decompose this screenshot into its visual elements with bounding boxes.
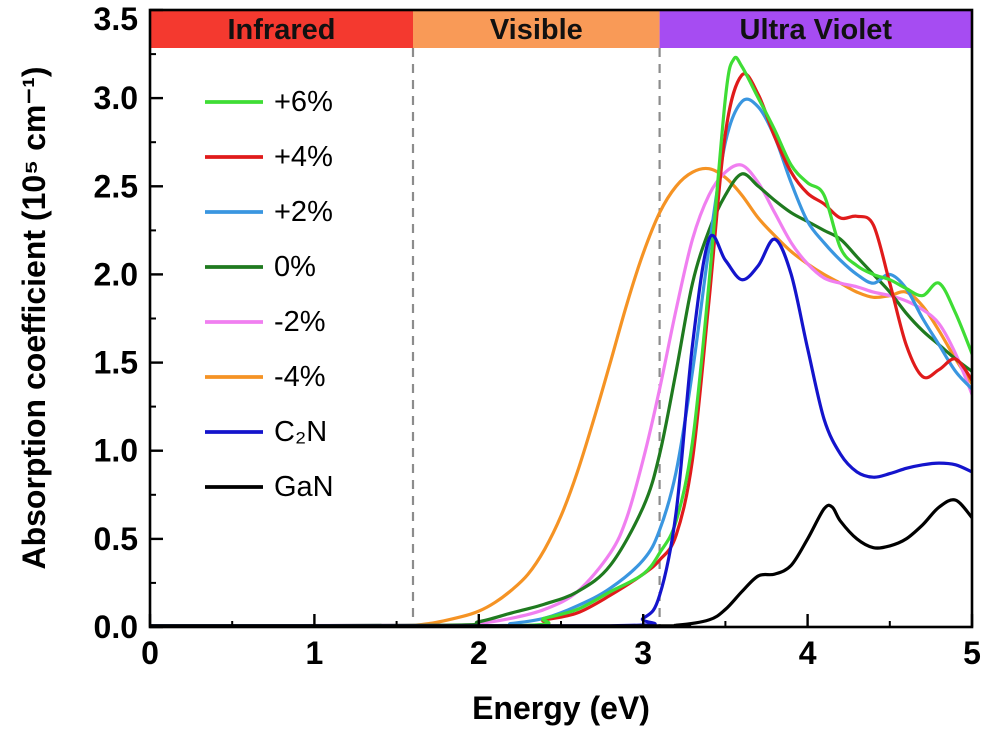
y-axis-ticks: 0.0 0.5 1.0 1.5 2.0 2.5 3.0 3.5 [94,1,163,645]
legend-label-plus4: +4% [274,141,333,173]
band-label-ultra-violet: Ultra Violet [740,14,893,46]
legend-label-c2n: C₂N [274,416,327,448]
x-tick-label: 1 [306,635,324,671]
legend-label-gan: GaN [274,471,334,503]
y-tick-label: 1.5 [94,345,138,381]
legend: +6% +4% +2% 0% -2% -4% C₂N GaN [205,86,334,503]
y-tick-label: 1.0 [94,433,138,469]
y-tick-label: 0.0 [94,609,138,645]
legend-label-plus6: +6% [274,86,333,118]
y-tick-label: 2.5 [94,168,138,204]
x-axis-ticks: 0 1 2 3 4 5 [141,614,981,671]
curve-gan [150,498,972,627]
legend-label-minus2: -2% [274,306,326,338]
band-label-infrared: Infrared [228,14,336,46]
x-tick-label: 3 [634,635,652,671]
y-tick-label: 3.0 [94,80,138,116]
y-tick-label: 2.0 [94,256,138,292]
x-tick-label: 0 [141,635,159,671]
curve-minus2 [150,163,972,627]
band-infrared [150,10,413,48]
curve-minus4 [150,166,972,627]
y-axis-title: Absorption coefficient (10⁵ cm⁻¹) [16,66,52,570]
x-axis-title: Energy (eV) [472,690,650,726]
curve-c2n [150,234,972,627]
y-tick-label: 0.5 [94,521,138,557]
x-tick-label: 5 [963,635,981,671]
band-ultra-violet [659,10,972,48]
band-visible [413,10,660,48]
x-tick-label: 2 [470,635,488,671]
legend-label-minus4: -4% [274,361,326,393]
legend-label-plus2: +2% [274,196,333,228]
y-tick-label: 3.5 [94,1,138,37]
band-label-visible: Visible [490,14,583,46]
legend-label-zero: 0% [274,251,316,283]
x-tick-label: 4 [799,635,817,671]
curves [150,55,972,627]
curve-plus4 [150,72,972,627]
curve-plus6 [150,55,972,627]
curve-zero [150,172,972,627]
